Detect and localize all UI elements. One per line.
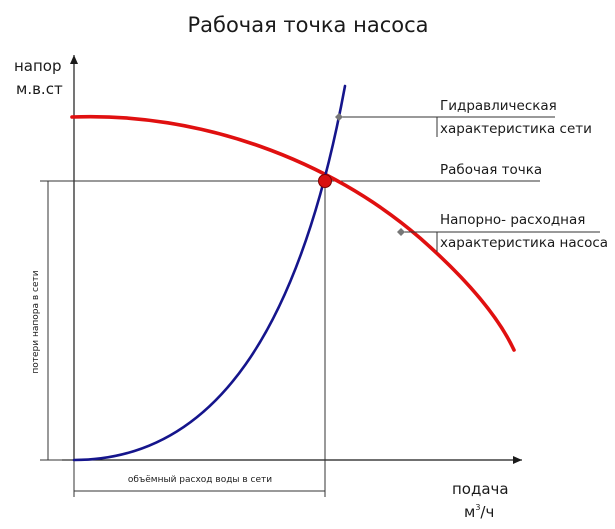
operating-point-dot xyxy=(318,174,332,188)
x-axis-unit-sup: 3 xyxy=(475,503,480,512)
pump-curve-marker xyxy=(397,228,405,236)
x-axis-unit-tail: /ч xyxy=(480,503,494,521)
pump-curve xyxy=(70,114,516,352)
system-curve-label-line2: характеристика сети xyxy=(440,121,592,137)
diagram-title: Рабочая точка насоса xyxy=(187,13,428,37)
pump-curve-label-line1: Напорно- расходная xyxy=(440,212,585,228)
pump-curve-label-line2: характеристика насоса xyxy=(440,235,608,251)
flow-rate-label: объёмный расход воды в сети xyxy=(128,475,272,485)
head-loss-label: потери напора в сети xyxy=(31,270,41,373)
y-axis-label-line1: напор xyxy=(14,57,62,75)
x-axis-unit: м3/ч xyxy=(464,503,494,521)
x-axis-unit-base: м xyxy=(464,503,475,521)
x-axis-label-line1: подача xyxy=(452,480,509,498)
operating-point-label: Рабочая точка xyxy=(440,162,542,178)
system-curve xyxy=(72,84,347,462)
system-curve-marker xyxy=(335,113,343,121)
y-axis-label-line2: м.в.ст xyxy=(16,80,63,98)
system-curve-label-line1: Гидравлическая xyxy=(440,98,557,114)
